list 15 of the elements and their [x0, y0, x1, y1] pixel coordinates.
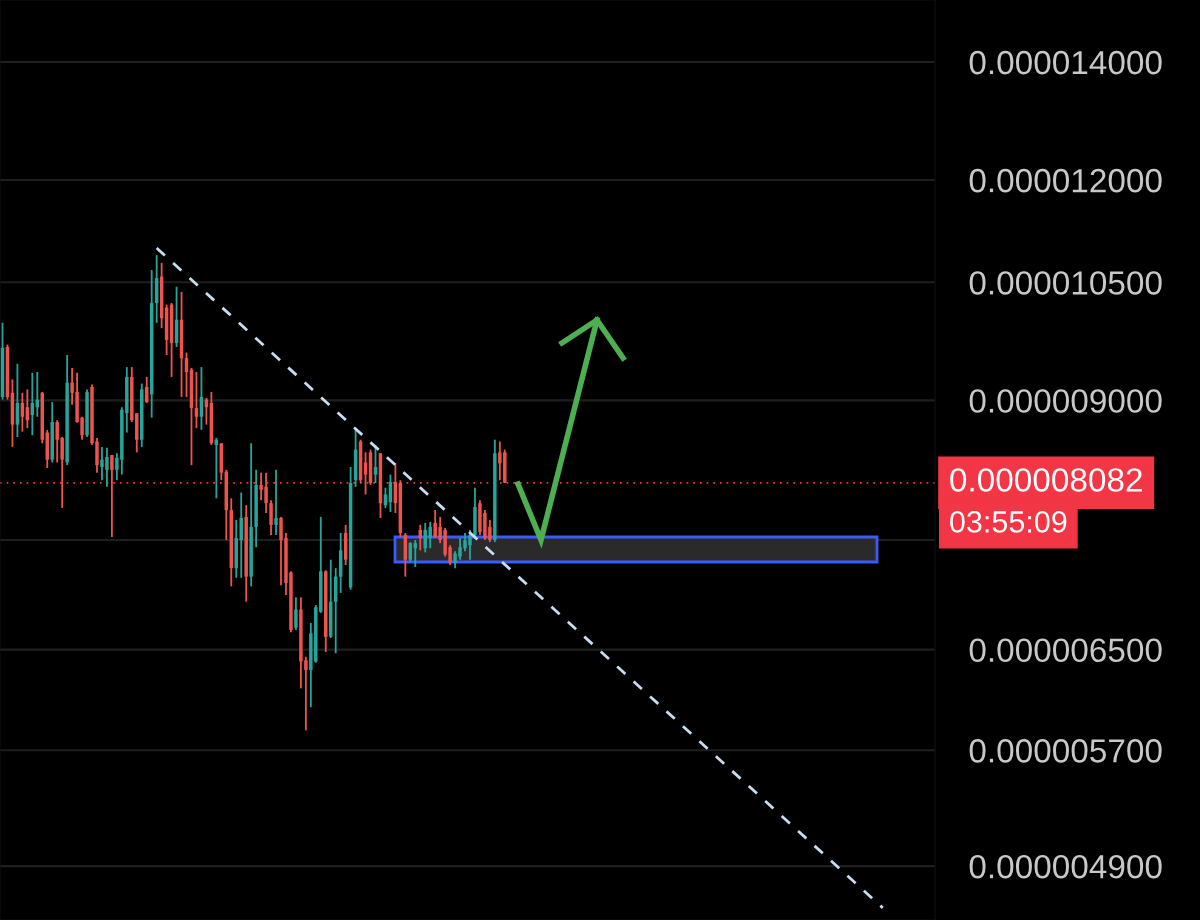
- y-tick-label: 0.000005700: [969, 739, 1162, 763]
- y-tick-label: 0.000006500: [969, 638, 1162, 663]
- candlestick: [294, 596, 298, 631]
- candlestick: [274, 468, 278, 536]
- y-tick-label: 0.000014000: [969, 50, 1162, 75]
- y-tick-label: 0.000009000: [969, 389, 1162, 413]
- candlestick: [269, 499, 273, 536]
- y-tick-label: 0.000012000: [969, 168, 1162, 193]
- text: 03:55:09: [950, 511, 1067, 533]
- candlestick: [194, 371, 199, 430]
- candlestick: [110, 454, 114, 538]
- candlestick: [363, 451, 368, 496]
- ref-line-label: 0.000008082: [950, 468, 1142, 492]
- y-tick-label: 0.000004900: [969, 854, 1162, 879]
- y-tick-label: 0.000010500: [969, 271, 1162, 295]
